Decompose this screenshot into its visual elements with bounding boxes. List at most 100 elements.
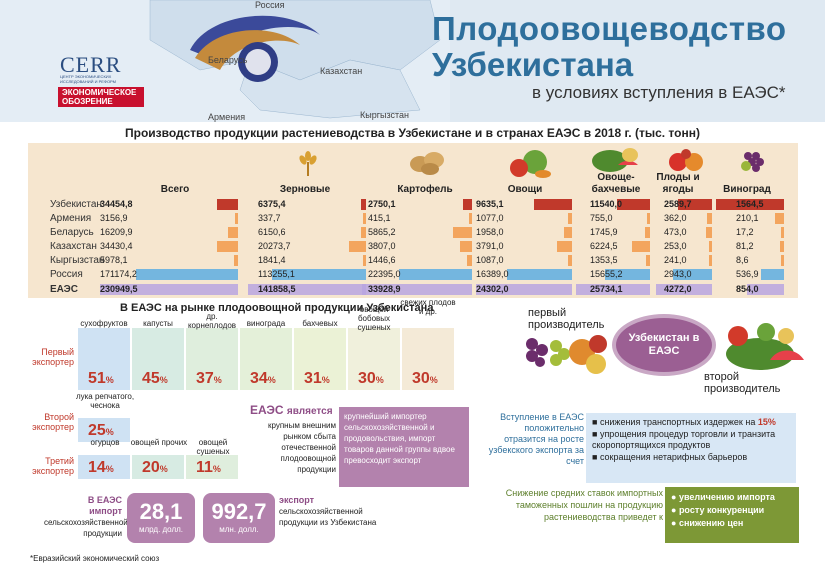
exporter-column-bg — [78, 418, 130, 442]
table-cell: 473,0 — [664, 227, 687, 237]
potato-icon — [408, 148, 448, 176]
import-caption-line2: импорт — [89, 506, 122, 516]
table-cell: 15655,2 — [590, 269, 623, 279]
table-cell: 1958,0 — [476, 227, 504, 237]
exporters-title: В ЕАЭС на рынке плодоовощной продукции У… — [120, 302, 434, 314]
table-cell: 1353,5 — [590, 255, 618, 265]
benefit-text: упрощения процедур торговли и транзита с… — [592, 429, 776, 450]
map-label-russia: Россия — [255, 0, 285, 10]
export-caption-line2: сельскохозяйственной продукции из Узбеки… — [279, 507, 377, 527]
eaes-is-heading-suffix: является — [286, 406, 333, 417]
table-row-label: ЕАЭС — [50, 284, 78, 295]
table-bar — [747, 284, 784, 295]
table-bar — [646, 255, 650, 266]
table-bar — [217, 241, 238, 252]
table-bar — [656, 284, 712, 295]
effect-text: снижению цен — [678, 518, 744, 528]
exporter-percent: 37% — [196, 370, 222, 388]
exporter-percent: 31% — [304, 370, 330, 388]
wheat-icon — [295, 150, 321, 176]
table-row-label: Россия — [50, 269, 83, 280]
table-cell: 415,1 — [368, 213, 391, 223]
table-cell: 6150,6 — [258, 227, 286, 237]
table-bar — [706, 227, 712, 238]
exporter-column-bg — [78, 328, 130, 390]
vegetables-illustration — [716, 320, 806, 372]
table-bar — [228, 227, 238, 238]
table-cell: 20273,7 — [258, 241, 291, 251]
map-label-armenia: Армения — [208, 112, 246, 122]
exporter-column-bg — [132, 455, 184, 479]
export-caption-line1: экспорт — [279, 495, 315, 505]
import-value-box: 28,1 млрд. долл. — [127, 493, 195, 543]
table-cell: 81,2 — [736, 241, 754, 251]
exporter-percent-value: 20 — [142, 459, 160, 476]
map-label-belarus: Беларусь — [208, 55, 248, 65]
exporter-percent: 34% — [250, 370, 276, 388]
exporter-percent-value: 11 — [196, 459, 213, 476]
table-cell: 230949,5 — [100, 284, 138, 294]
exporter-percent-sign: % — [213, 375, 222, 385]
exporter-percent: 45% — [142, 370, 168, 388]
table-bar — [576, 284, 650, 295]
table-cell: 5978,1 — [100, 255, 128, 265]
exporter-percent-value: 14 — [88, 459, 106, 476]
col-header-potato: Картофель — [397, 184, 453, 195]
table-cell: 6375,4 — [258, 199, 286, 209]
table-cell: 33928,9 — [368, 284, 401, 294]
exporter-percent-value: 31 — [304, 370, 322, 387]
col-header-vegetables: Овощи — [507, 184, 543, 195]
table-cell: 3156,9 — [100, 213, 128, 223]
table-row-label: Армения — [50, 213, 92, 224]
exporter-percent: 20% — [142, 459, 168, 477]
exporter-product-label: овощей сушеных — [196, 438, 230, 456]
exporter-column-bg — [402, 328, 454, 390]
table-cell: 1446,6 — [368, 255, 396, 265]
import-caption-line1: В ЕАЭС — [87, 495, 122, 505]
exporter-column-bg — [294, 328, 346, 390]
table-cell: 1564,5 — [736, 199, 764, 209]
exporter-percent-value: 34 — [250, 370, 268, 387]
table-bar — [781, 255, 784, 266]
table-cell: 6224,5 — [590, 241, 618, 251]
table-cell: 1077,0 — [476, 213, 504, 223]
second-producer-label: второй производитель — [704, 371, 781, 395]
exporter-percent-sign: % — [105, 464, 114, 474]
table-bar — [707, 213, 712, 224]
exporter-product-label: др. корнеплодов — [187, 312, 237, 330]
exporter-column-bg — [348, 328, 400, 390]
cerr-logo: CERR — [60, 52, 122, 77]
exporter-percent: 14% — [88, 459, 114, 477]
table-cell: 2589,7 — [664, 199, 692, 209]
export-value: 992,7 — [211, 499, 267, 524]
exporter-percent-sign: % — [105, 375, 114, 385]
footnote: *Евразийский экономический союз — [30, 554, 160, 563]
import-unit: млрд. долл. — [138, 525, 184, 534]
table-bar — [399, 269, 472, 280]
export-value-box: 992,7 млн. долл. — [203, 493, 275, 543]
table-bar — [534, 199, 572, 210]
table-bar — [557, 241, 572, 252]
table-bar — [678, 199, 712, 210]
uzbekistan-in-eaes-circle: Узбекистан в ЕАЭС — [612, 314, 716, 376]
table-cell: 241,0 — [664, 255, 687, 265]
table-bar — [235, 213, 238, 224]
table-cell: 1841,4 — [258, 255, 286, 265]
benefit-item: ■ сокращения нетарифных барьеров — [592, 452, 748, 462]
table-cell: 3791,0 — [476, 241, 504, 251]
benefit-item: ■ снижения транспортных издержек на 15% — [592, 417, 776, 427]
exporter-percent-value: 30 — [358, 370, 376, 387]
table-bar — [362, 284, 472, 295]
join-benefits-text: Вступление в ЕАЭС положительно отразится… — [488, 412, 584, 466]
table-cell: 337,7 — [258, 213, 281, 223]
benefit-text: снижения транспортных издержек на — [599, 417, 756, 427]
table-bar — [349, 241, 366, 252]
table-bar — [716, 199, 784, 210]
exporter-column-bg — [186, 328, 238, 390]
table-bar — [709, 241, 712, 252]
header-banner: Россия Беларусь Казахстан Армения Кыргыз… — [0, 0, 825, 122]
import-caption-line3: сельскохозяйственной продукции — [44, 518, 128, 538]
table-cell: 141858,5 — [258, 284, 296, 294]
table-cell: 34454,8 — [100, 199, 133, 209]
table-bar — [100, 284, 238, 295]
